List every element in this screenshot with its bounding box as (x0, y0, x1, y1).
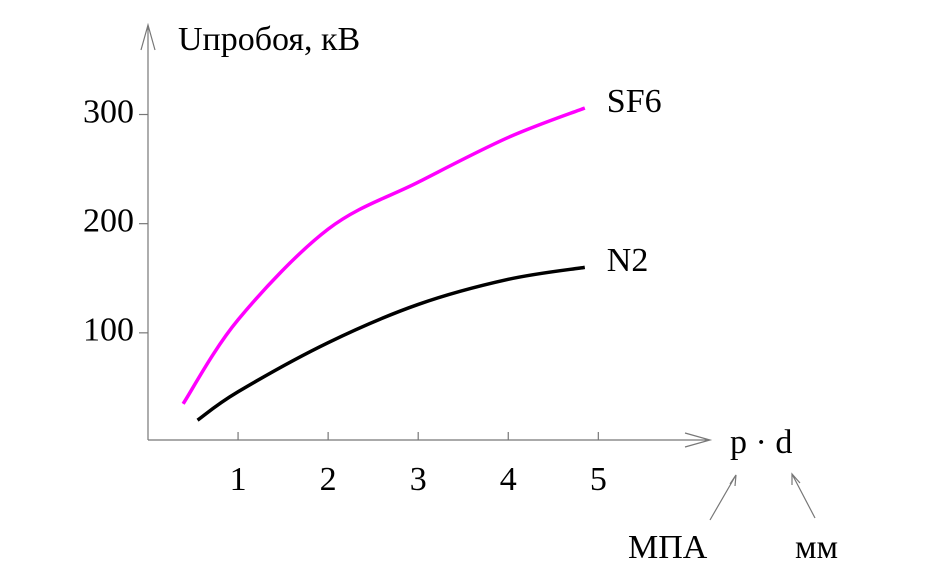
x-tick-label: 2 (320, 461, 337, 498)
x-axis (148, 432, 713, 448)
x-tick-label: 5 (590, 461, 607, 498)
y-tick-label: 300 (83, 93, 134, 130)
annotation-arrows (709, 472, 816, 521)
series-line (196, 265, 586, 422)
series-label: SF6 (607, 83, 662, 120)
y-axis-label: Uпробоя, кВ (178, 21, 360, 58)
annotation: мм (795, 529, 838, 566)
y-tick-label: 200 (83, 202, 134, 239)
series-line (181, 106, 586, 405)
x-tick-label: 3 (410, 461, 427, 498)
annotation: МПА (628, 529, 708, 566)
x-tick-label: 1 (230, 461, 247, 498)
x-axis-label: p · d (730, 424, 792, 461)
y-tick-label: 100 (83, 312, 134, 349)
y-axis (140, 22, 156, 440)
series-label: N2 (607, 242, 649, 279)
x-tick-label: 4 (500, 461, 517, 498)
